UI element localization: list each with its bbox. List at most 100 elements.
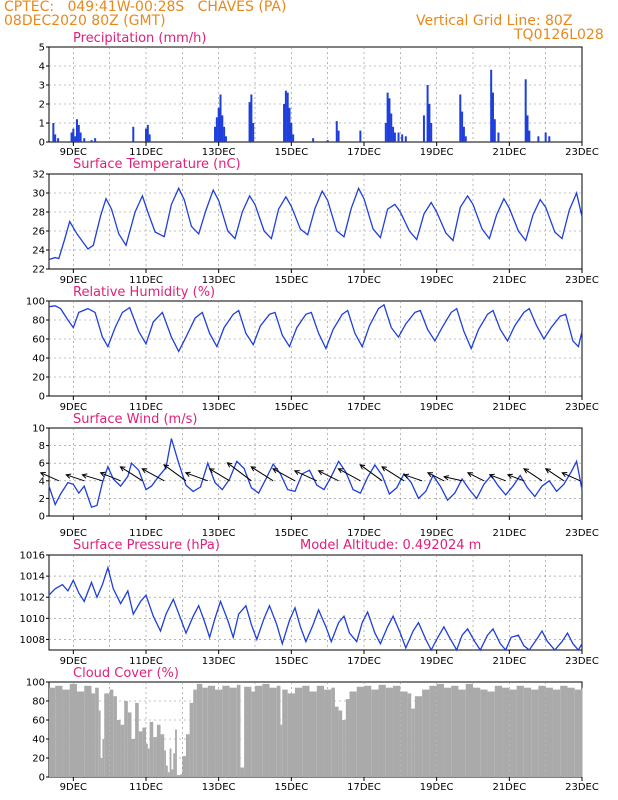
wind-vector	[338, 468, 361, 482]
panel-1-title: Surface Temperature (nC)	[73, 157, 241, 172]
panel-4-frame	[48, 554, 583, 651]
panel-3-ytick-label: 6	[39, 459, 45, 470]
cloud-cover-bar	[502, 687, 510, 777]
panel-3-xtick-label: 23DEC	[565, 528, 599, 539]
cloud-cover-bar	[516, 685, 524, 777]
cloud-cover-bar	[240, 767, 245, 777]
panel-1-xtick-label: 13DEC	[202, 275, 236, 286]
panel-5-xtick-label: 13DEC	[202, 782, 236, 793]
cloud-cover-bar	[149, 721, 154, 777]
precip-bar	[83, 138, 86, 142]
panel-5-xtick-label: 11DEC	[129, 782, 163, 793]
precip-bar	[284, 90, 287, 142]
precip-bar	[428, 104, 431, 142]
cloud-cover-bar	[309, 691, 317, 777]
panel-1-xtick-label: 15DEC	[274, 275, 308, 286]
cloud-cover-bar	[316, 685, 325, 777]
precip-bar	[526, 115, 529, 142]
panel-2-ytick-label: 20	[32, 373, 45, 384]
cloud-cover-bar	[255, 685, 263, 777]
cloud-cover-bar	[180, 774, 183, 777]
cloud-cover-bar	[480, 689, 488, 777]
cloud-cover-bar	[202, 687, 208, 777]
precip-bar	[79, 132, 82, 142]
wind-vector	[40, 472, 60, 482]
precip-bar	[392, 126, 395, 142]
panel-3-ytick-label: 0	[39, 512, 45, 523]
panel-0-xtick-label: 23DEC	[565, 147, 599, 158]
wind-vector	[272, 468, 296, 482]
cloud-cover-bar	[189, 702, 194, 777]
panel-4-xtick-label: 23DEC	[565, 656, 599, 667]
panel-3-ytick-label: 8	[39, 441, 45, 452]
panel-3-ytick-label: 4	[39, 476, 45, 487]
panel-4-xtick-label: 15DEC	[274, 656, 308, 667]
header-station: CPTEC: 049:41W-00:28S CHAVES (PA)	[4, 0, 287, 15]
cloud-cover-bar	[69, 683, 77, 777]
panel-2-ytick-label: 40	[32, 354, 45, 365]
precip-bar	[252, 123, 255, 142]
precip-bar	[215, 117, 218, 142]
cloud-cover-bar	[523, 687, 532, 777]
panel-0-xtick-label: 17DEC	[347, 147, 381, 158]
cloud-cover-bar	[436, 683, 444, 777]
precip-bar	[223, 126, 226, 142]
cloud-cover-bar	[215, 689, 223, 777]
cloud-cover-bar	[356, 686, 365, 777]
wind-vector-head	[293, 470, 300, 476]
cloud-cover-bar	[473, 687, 481, 777]
cloud-cover-bar	[334, 706, 339, 777]
cloud-cover-bar	[324, 689, 332, 777]
cloud-cover-bar	[269, 687, 277, 777]
wind-vector-head	[544, 468, 551, 474]
precip-bar	[393, 132, 396, 142]
panel-4-xtick-label: 17DEC	[347, 656, 381, 667]
precip-bar	[217, 107, 220, 142]
panel-4-series-line	[48, 565, 583, 652]
panel-3-ytick-label: 2	[39, 494, 45, 505]
panel-4-xtick-label: 9DEC	[60, 656, 87, 667]
wind-vector	[141, 468, 165, 482]
precip-bar	[544, 132, 547, 142]
cloud-cover-bar	[414, 696, 423, 777]
panel-3-xtick-label: 17DEC	[347, 528, 381, 539]
panel-2-ytick-label: 80	[32, 316, 45, 327]
panel-5-title: Cloud Cover (%)	[73, 666, 179, 681]
cloud-cover-bar	[147, 748, 150, 777]
wind-vector-head	[163, 464, 169, 470]
precip-bar	[388, 98, 391, 142]
cloud-cover-bar	[385, 687, 394, 777]
panel-3-series-line	[48, 438, 583, 509]
cloud-cover-bar	[182, 756, 186, 777]
precip-bar	[146, 124, 149, 142]
cloud-cover-bar	[49, 687, 56, 777]
wind-vector	[507, 474, 525, 482]
panel-0-xtick-label: 9DEC	[60, 147, 87, 158]
precip-bar	[290, 123, 293, 142]
header-run-date: 08DEC2020 80Z (GMT)	[4, 13, 166, 29]
precip-bar	[148, 134, 151, 142]
wind-vector	[443, 476, 463, 482]
wind-vector	[185, 472, 208, 482]
wind-vector-head	[381, 466, 387, 472]
wind-vector	[467, 472, 485, 482]
cloud-cover-bar	[116, 720, 121, 777]
precip-bar	[537, 136, 540, 142]
precip-bar	[426, 85, 429, 142]
cloud-cover-bar	[176, 775, 181, 777]
panel-5-ytick-label: 20	[32, 754, 45, 765]
cloud-cover-bar	[100, 758, 103, 777]
precip-bar	[248, 102, 251, 142]
panel-4-ytick-label: 1012	[20, 593, 45, 604]
precip-bar	[384, 123, 387, 142]
precip-bar	[390, 113, 393, 142]
panel-5-xtick-label: 17DEC	[347, 782, 381, 793]
precip-bar	[219, 94, 222, 142]
panel-2-xtick-label: 23DEC	[565, 402, 599, 413]
panel-3-xtick-label: 19DEC	[420, 528, 454, 539]
precip-bar	[404, 136, 407, 142]
precip-bar	[286, 92, 289, 142]
cloud-cover-bar	[338, 710, 343, 777]
cloud-cover-bar	[538, 685, 546, 777]
panel-3-xtick-label: 9DEC	[60, 528, 87, 539]
